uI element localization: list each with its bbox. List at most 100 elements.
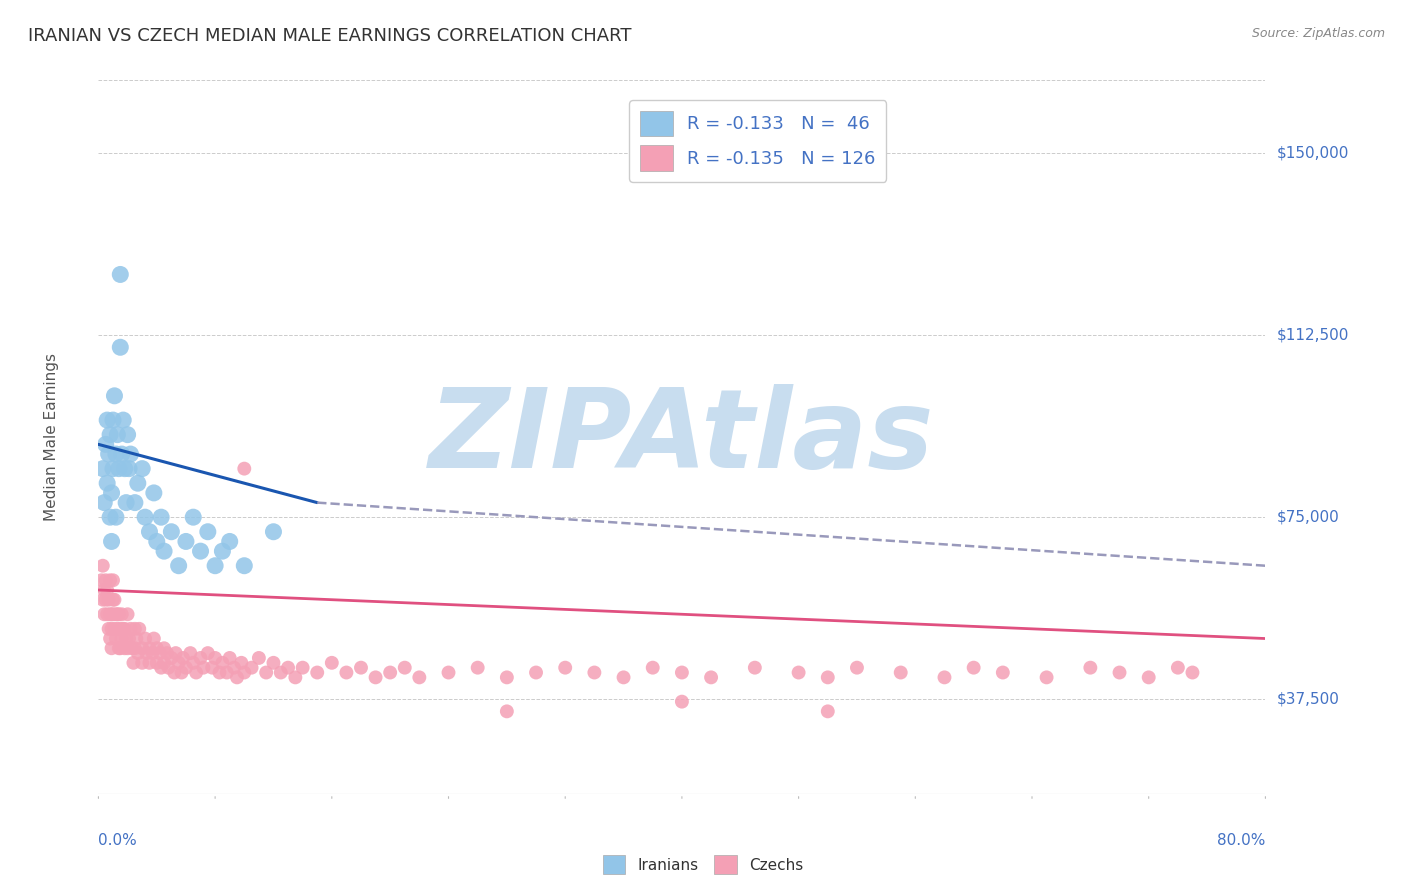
Point — [179, 646, 201, 660]
Point — [167, 656, 190, 670]
Point — [124, 622, 146, 636]
Point — [97, 592, 120, 607]
Point — [117, 427, 139, 442]
Point — [208, 665, 231, 680]
Point — [174, 534, 197, 549]
Point — [270, 665, 292, 680]
Point — [94, 437, 117, 451]
Point — [134, 510, 156, 524]
Point — [94, 592, 117, 607]
Point — [524, 665, 547, 680]
Point — [141, 646, 163, 660]
Point — [115, 495, 138, 509]
Point — [170, 665, 193, 680]
Point — [167, 558, 190, 573]
Point — [817, 704, 839, 718]
Point — [817, 670, 839, 684]
Point — [408, 670, 430, 684]
Point — [218, 534, 240, 549]
Point — [110, 622, 132, 636]
Point — [291, 661, 314, 675]
Point — [186, 665, 208, 680]
Point — [115, 632, 138, 646]
Point — [146, 534, 169, 549]
Point — [262, 656, 284, 670]
Point — [380, 665, 402, 680]
Point — [231, 656, 253, 670]
Point — [138, 656, 160, 670]
Point — [890, 665, 912, 680]
Point — [103, 592, 125, 607]
Text: ZIPAtlas: ZIPAtlas — [429, 384, 935, 491]
Point — [254, 665, 277, 680]
Point — [197, 524, 219, 539]
Point — [787, 665, 810, 680]
Point — [190, 544, 212, 558]
Point — [197, 646, 219, 660]
Point — [846, 661, 869, 675]
Point — [104, 510, 127, 524]
Point — [211, 544, 233, 558]
Point — [111, 632, 134, 646]
Point — [131, 461, 153, 475]
Point — [204, 558, 226, 573]
Point — [149, 646, 172, 660]
Point — [112, 413, 135, 427]
Point — [124, 641, 146, 656]
Point — [93, 607, 115, 622]
Point — [163, 665, 186, 680]
Point — [103, 622, 125, 636]
Point — [101, 592, 124, 607]
Point — [100, 486, 122, 500]
Point — [101, 413, 124, 427]
Point — [437, 665, 460, 680]
Point — [146, 656, 169, 670]
Point — [104, 632, 127, 646]
Point — [138, 524, 160, 539]
Point — [671, 665, 693, 680]
Text: 0.0%: 0.0% — [98, 833, 138, 848]
Point — [96, 413, 118, 427]
Point — [111, 607, 134, 622]
Point — [101, 461, 124, 475]
Point — [103, 389, 125, 403]
Point — [160, 524, 183, 539]
Point — [127, 646, 149, 660]
Point — [120, 447, 142, 461]
Point — [114, 461, 136, 475]
Point — [101, 607, 124, 622]
Point — [122, 656, 145, 670]
Point — [128, 622, 150, 636]
Point — [97, 447, 120, 461]
Point — [172, 651, 194, 665]
Point — [277, 661, 299, 675]
Point — [91, 558, 114, 573]
Point — [641, 661, 664, 675]
Point — [98, 427, 121, 442]
Text: $112,500: $112,500 — [1277, 327, 1348, 343]
Point — [98, 510, 121, 524]
Point — [190, 651, 212, 665]
Point — [117, 641, 139, 656]
Point — [108, 641, 131, 656]
Point — [201, 661, 224, 675]
Point — [131, 641, 153, 656]
Point — [350, 661, 373, 675]
Point — [104, 607, 127, 622]
Point — [165, 646, 187, 660]
Point — [211, 656, 233, 670]
Point — [112, 622, 135, 636]
Point — [118, 461, 141, 475]
Text: Median Male Earnings: Median Male Earnings — [44, 353, 59, 521]
Point — [153, 656, 176, 670]
Point — [100, 607, 122, 622]
Point — [91, 461, 114, 475]
Point — [157, 661, 180, 675]
Point — [124, 495, 146, 509]
Point — [150, 510, 173, 524]
Point — [174, 661, 197, 675]
Point — [233, 665, 256, 680]
Point — [335, 665, 357, 680]
Point — [105, 607, 128, 622]
Point — [100, 622, 122, 636]
